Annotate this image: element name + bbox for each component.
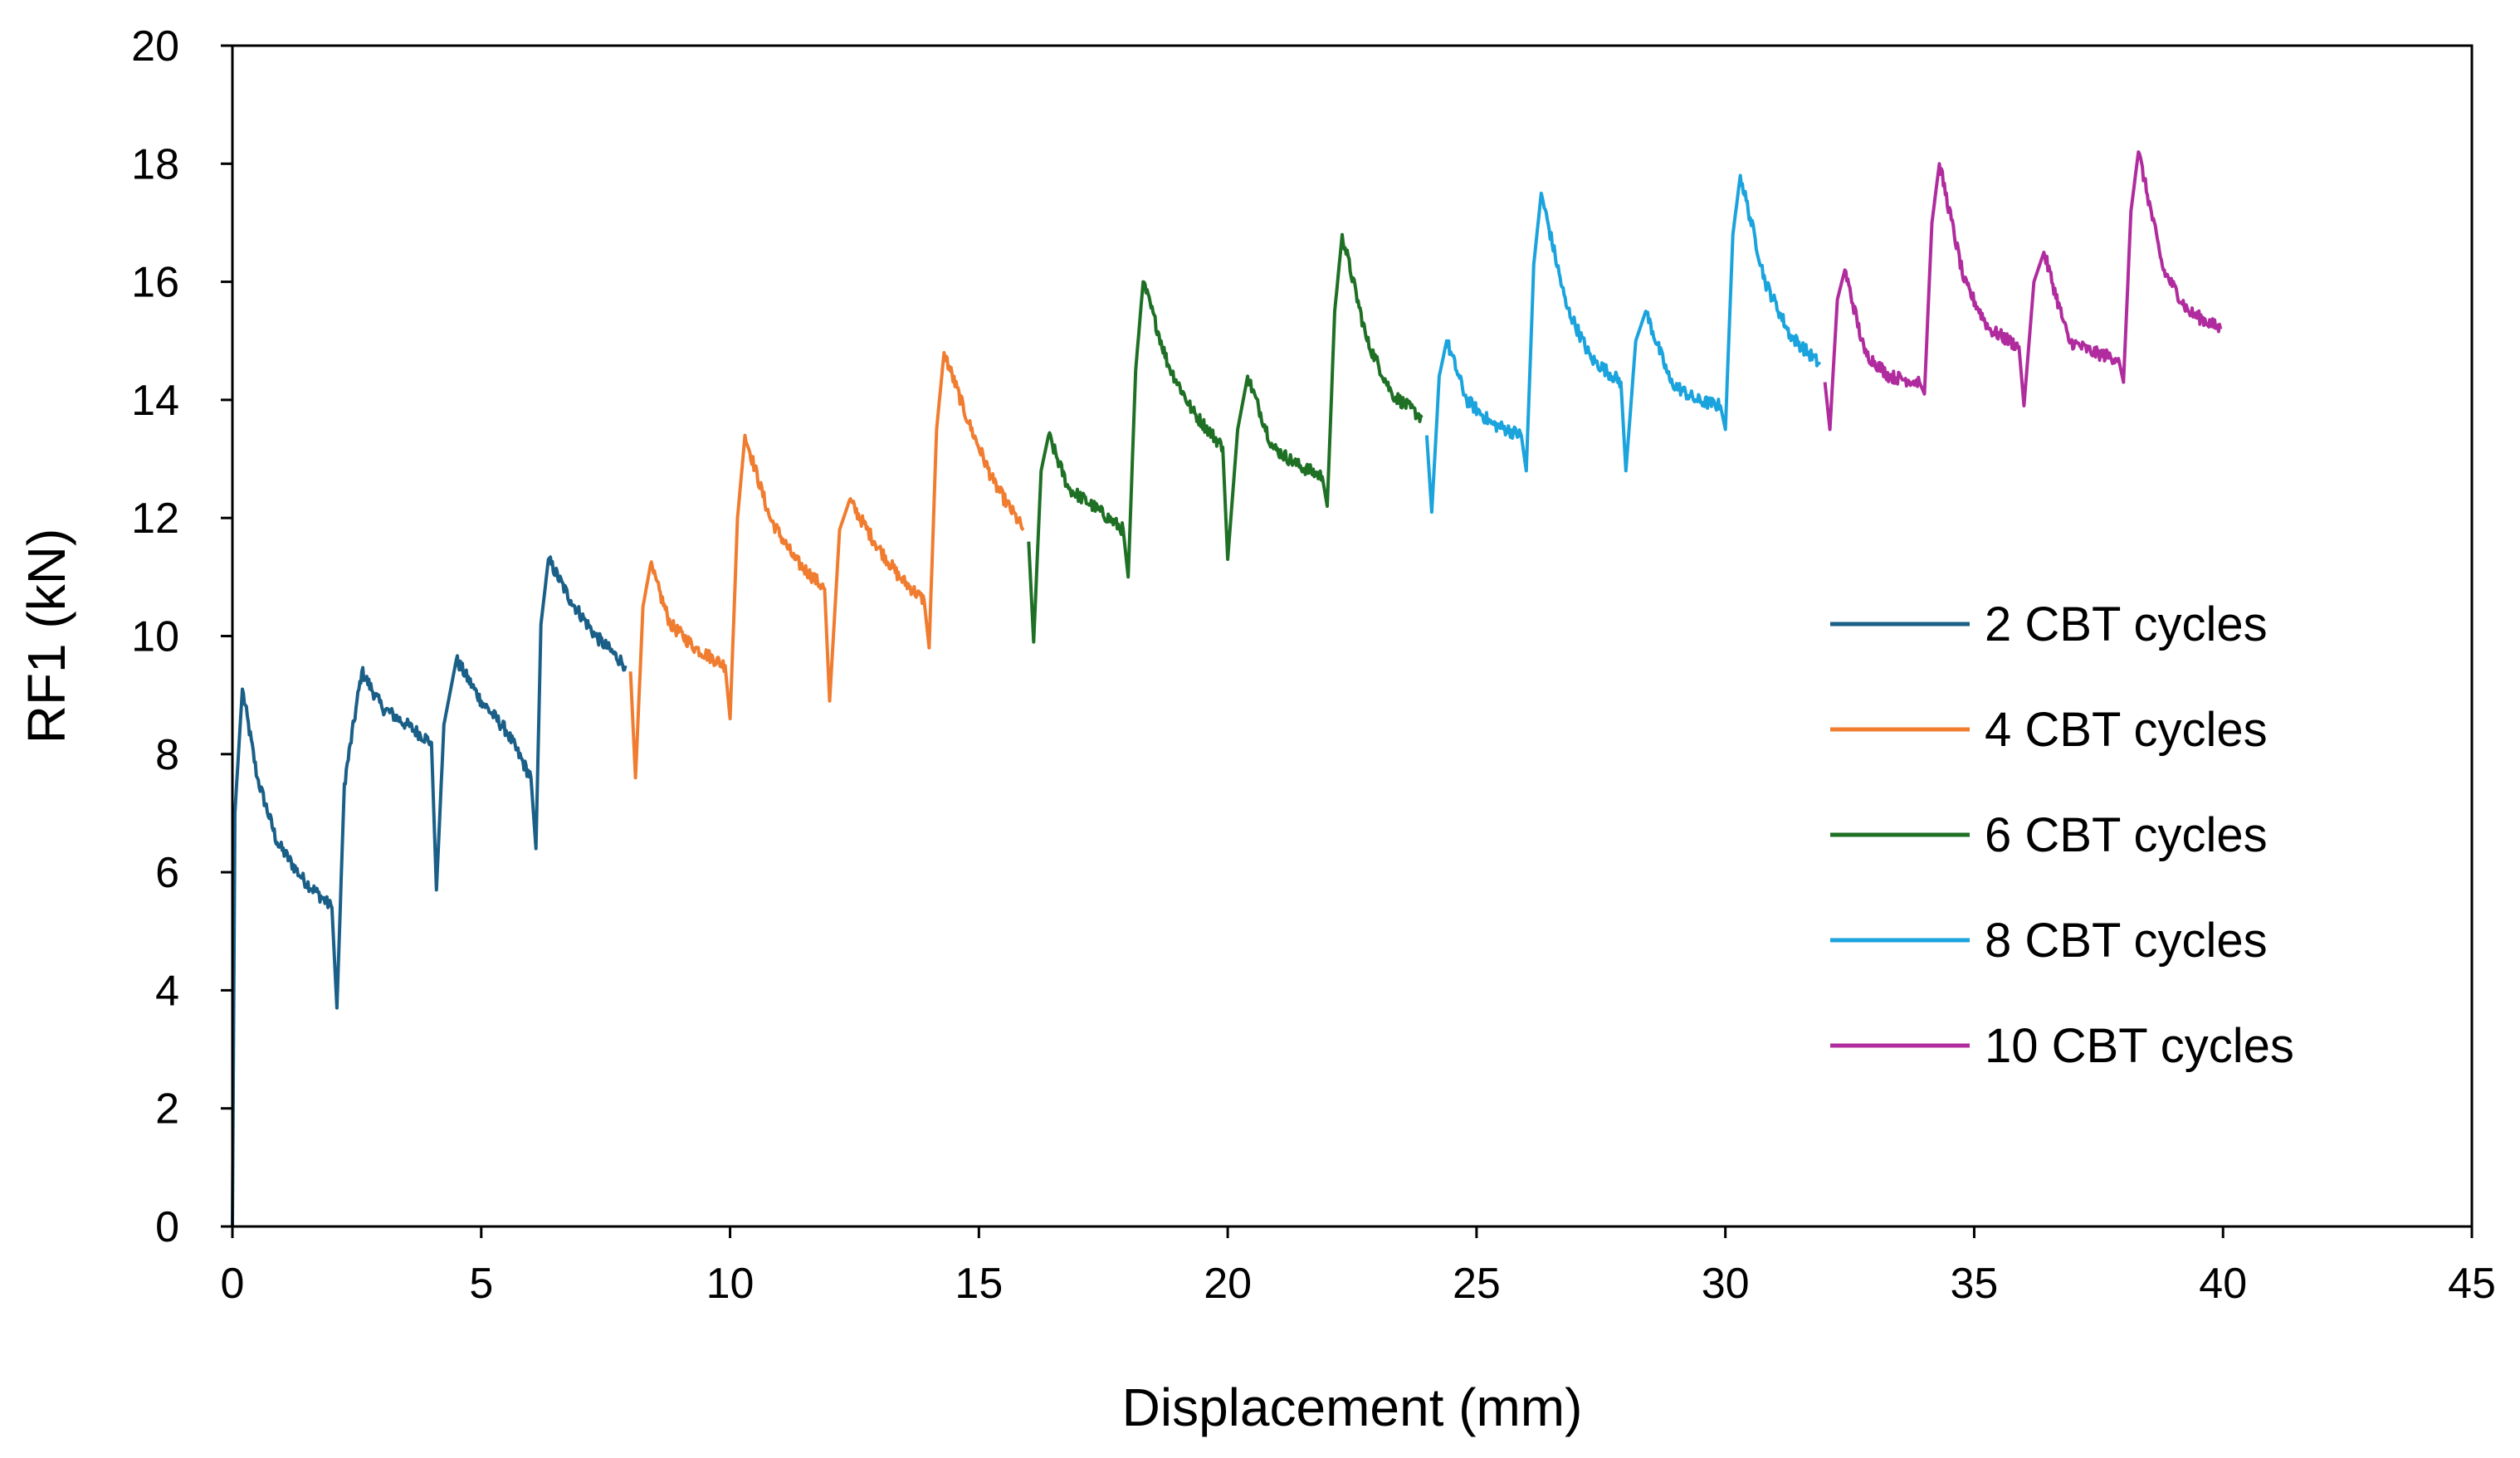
y-tick-label: 12 (131, 495, 179, 543)
series-layer (231, 150, 2223, 1227)
y-tick-label: 0 (155, 1203, 179, 1251)
x-tick-label: 20 (1204, 1260, 1252, 1308)
x-tick-label: 5 (469, 1260, 493, 1308)
legend-label-3: 6 CBT cycles (1985, 808, 2268, 862)
legend-label-2: 4 CBT cycles (1985, 703, 2268, 757)
y-tick-label: 10 (131, 613, 179, 661)
y-tick-label: 14 (131, 377, 179, 425)
legend-label-4: 8 CBT cycles (1985, 914, 2268, 968)
series-line-4 (1424, 173, 1822, 514)
axis-ticks (221, 44, 2474, 1238)
x-tick-label: 10 (706, 1260, 755, 1308)
y-tick-label: 2 (155, 1085, 179, 1134)
series-line-1 (231, 555, 628, 1227)
y-tick-label: 6 (155, 849, 179, 897)
legend-label-1: 2 CBT cycles (1985, 597, 2268, 651)
y-tick-label: 8 (155, 731, 179, 779)
y-axis-title: RF1 (kN) (17, 529, 76, 744)
y-tick-label: 16 (131, 259, 179, 307)
y-tick-labels: 0 2 4 6 8 10 12 14 16 18 20 (131, 22, 179, 1251)
legend-label-5: 10 CBT cycles (1985, 1019, 2294, 1073)
y-tick-label: 20 (131, 22, 179, 71)
x-tick-labels: 0 5 10 15 20 25 30 35 40 45 (221, 1260, 2496, 1308)
series-line-3 (1027, 232, 1424, 644)
x-tick-label: 30 (1702, 1260, 1750, 1308)
x-tick-label: 40 (2199, 1260, 2247, 1308)
y-tick-label: 4 (155, 967, 179, 1015)
x-tick-label: 15 (955, 1260, 1003, 1308)
x-tick-label: 0 (221, 1260, 245, 1308)
x-tick-label: 35 (1951, 1260, 1999, 1308)
series-line-5 (1823, 150, 2223, 432)
x-tick-label: 45 (2448, 1260, 2496, 1308)
y-tick-label: 18 (131, 140, 179, 188)
x-tick-label: 25 (1453, 1260, 1501, 1308)
legend: 2 CBT cycles 4 CBT cycles 6 CBT cycles 8 CB… (1830, 597, 2294, 1073)
series-line-2 (628, 351, 1025, 780)
x-axis-title: Displacement (mm) (1122, 1378, 1583, 1437)
